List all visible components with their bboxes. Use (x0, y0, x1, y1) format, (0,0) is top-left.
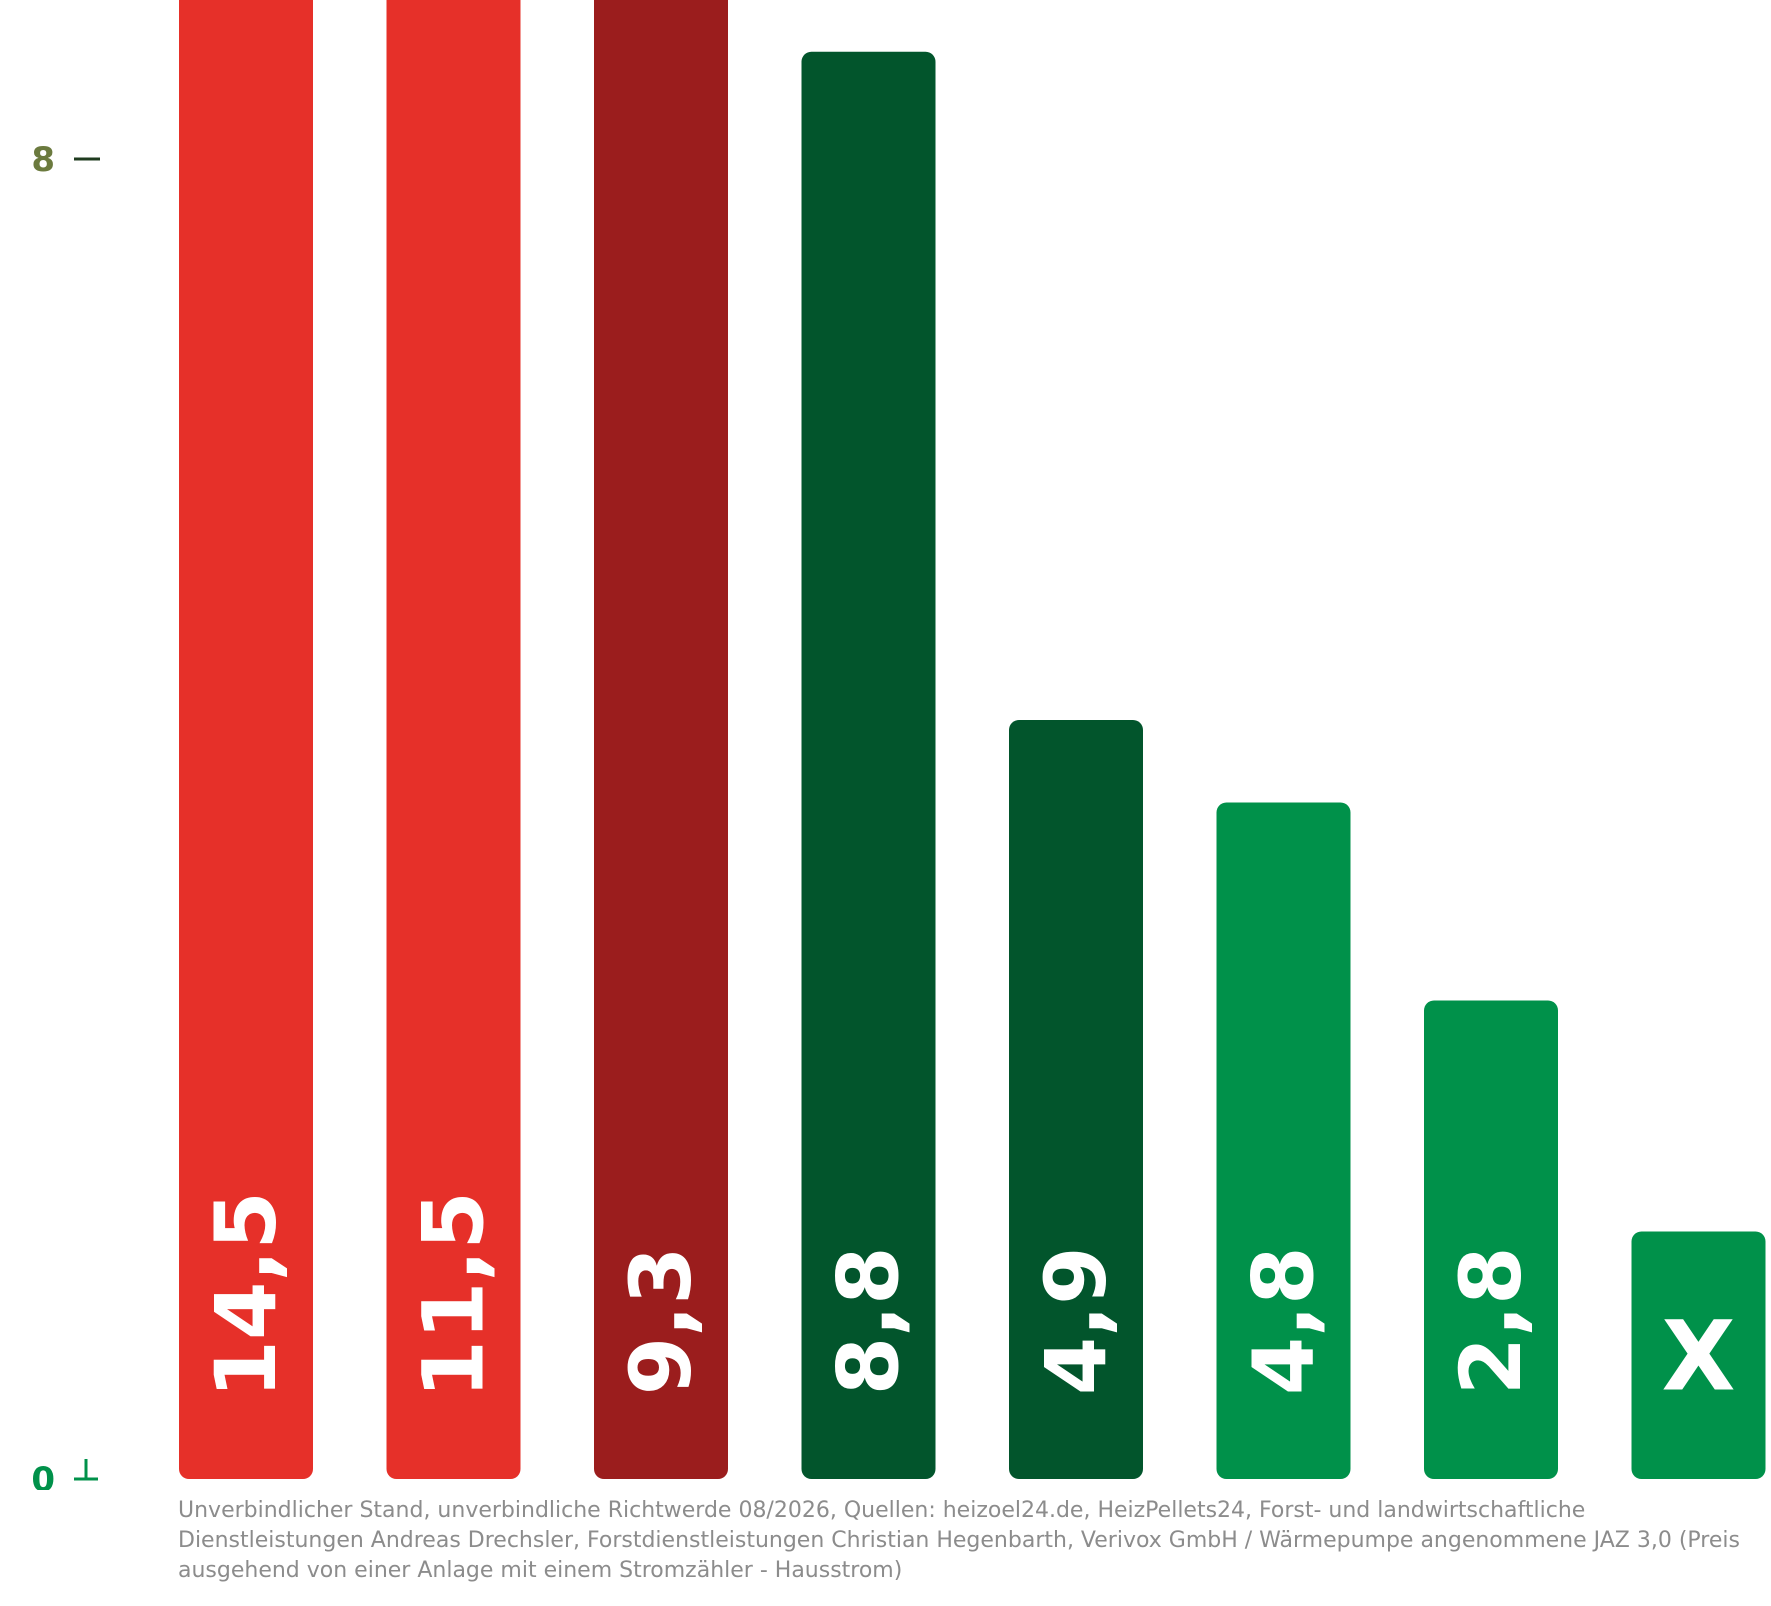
bar-label-8: X (1661, 1300, 1735, 1412)
bar-6 (1216, 802, 1351, 1479)
bar-label-7: 2,8 (1442, 1246, 1540, 1395)
bar-5 (1009, 720, 1143, 1479)
bar-8 (1631, 1231, 1766, 1479)
bar-label-4: 8,8 (820, 1246, 918, 1395)
bar-3 (594, 0, 728, 1479)
bar-label-1: 14,5 (197, 1191, 295, 1398)
bar-4 (801, 51, 936, 1479)
bar-1 (179, 0, 313, 1479)
y-tick-label-8: 8 (31, 140, 55, 180)
bars: 14,5 11,5 9,3 8,8 4,9 4,8 2,8 X (179, 0, 1766, 1479)
source-footnote: Unverbindlicher Stand, unverbindliche Ri… (178, 1498, 1740, 1583)
price-bar-chart: 1614121080 14,511,59,38,84,94,82,8X (31, 0, 1766, 1490)
bar-label-5: 4,9 (1027, 1246, 1125, 1395)
bar-7 (1424, 1000, 1558, 1479)
y-tick-label-0: 0 (31, 1460, 55, 1490)
bar-label-2: 11,5 (405, 1191, 503, 1398)
bar-label-3: 9,3 (612, 1246, 710, 1395)
bar-label-6: 4,8 (1235, 1246, 1333, 1395)
y-axis: 1614121080 (31, 0, 100, 1490)
bar-2 (386, 0, 521, 1479)
